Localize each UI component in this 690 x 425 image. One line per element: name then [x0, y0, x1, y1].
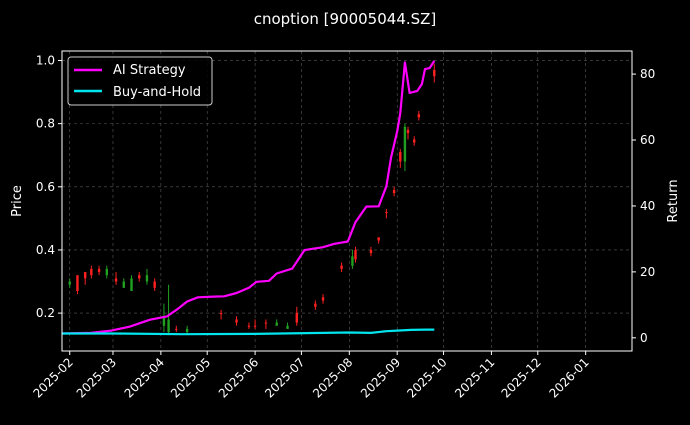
candle-body [264, 322, 268, 324]
y-left-tick-label: 0.4 [36, 243, 55, 257]
y-right-tick-label: 60 [640, 133, 655, 147]
candle-body [167, 319, 170, 333]
legend-label-buy-and-hold: Buy-and-Hold [113, 85, 201, 100]
candle-body [122, 281, 125, 288]
y-left-tick-label: 0.2 [36, 306, 55, 320]
candle-body [83, 272, 87, 279]
candle-body [340, 265, 343, 269]
candle-body [377, 237, 380, 241]
candle-body [130, 278, 133, 291]
candle-body [253, 325, 257, 327]
candle-body [185, 328, 189, 333]
y-right-tick-label: 20 [640, 265, 655, 279]
left-axis-label: Price [10, 185, 25, 217]
candle-body [235, 319, 238, 323]
candle-body [286, 325, 289, 329]
candle-body [314, 303, 317, 307]
candle-body [68, 281, 71, 285]
series-layer [61, 60, 436, 336]
candle-body [90, 268, 93, 276]
candle-body [145, 275, 149, 282]
candle-body [354, 249, 357, 260]
candle-body [399, 152, 402, 162]
candle-body [412, 139, 416, 143]
chart-title: cnoption [90005044.SZ] [254, 10, 437, 28]
y-right-tick-label: 0 [640, 331, 648, 345]
candle-body [247, 325, 251, 327]
candle-body [105, 268, 108, 276]
candle-body [321, 297, 325, 301]
candle-body [295, 313, 298, 323]
candle-body [114, 278, 118, 282]
candle-body [138, 275, 141, 279]
candle-body [433, 69, 436, 77]
candle-body [392, 189, 396, 194]
candle-body [406, 129, 410, 134]
candle-body [385, 212, 388, 214]
right-axis-label: Return [666, 179, 681, 222]
candle-body [403, 126, 407, 162]
candle-body [76, 275, 79, 291]
candle-body [175, 328, 178, 330]
series-line-ai-strategy [61, 60, 436, 335]
candle-body [275, 322, 278, 326]
candle-body [97, 268, 101, 273]
candle-body [219, 313, 223, 315]
plot-frame [61, 50, 633, 352]
candle-layer [68, 63, 436, 336]
legend-label-ai-strategy: AI Strategy [113, 63, 186, 78]
candle-body [162, 316, 166, 326]
y-left-tick-label: 1.0 [36, 53, 55, 67]
legend: AI Strategy Buy-and-Hold [67, 56, 213, 106]
candle-body [369, 249, 373, 254]
series-line-buy-and-hold [62, 328, 435, 336]
y-left-tick-label: 0.8 [36, 117, 55, 131]
candle-body [153, 281, 156, 288]
y-left-tick-label: 0.6 [36, 180, 55, 194]
y-right-tick-label: 80 [640, 67, 655, 81]
candle-body [417, 114, 421, 118]
y-right-tick-label: 40 [640, 199, 655, 213]
legend-box [67, 56, 213, 106]
candle-body [351, 256, 354, 266]
